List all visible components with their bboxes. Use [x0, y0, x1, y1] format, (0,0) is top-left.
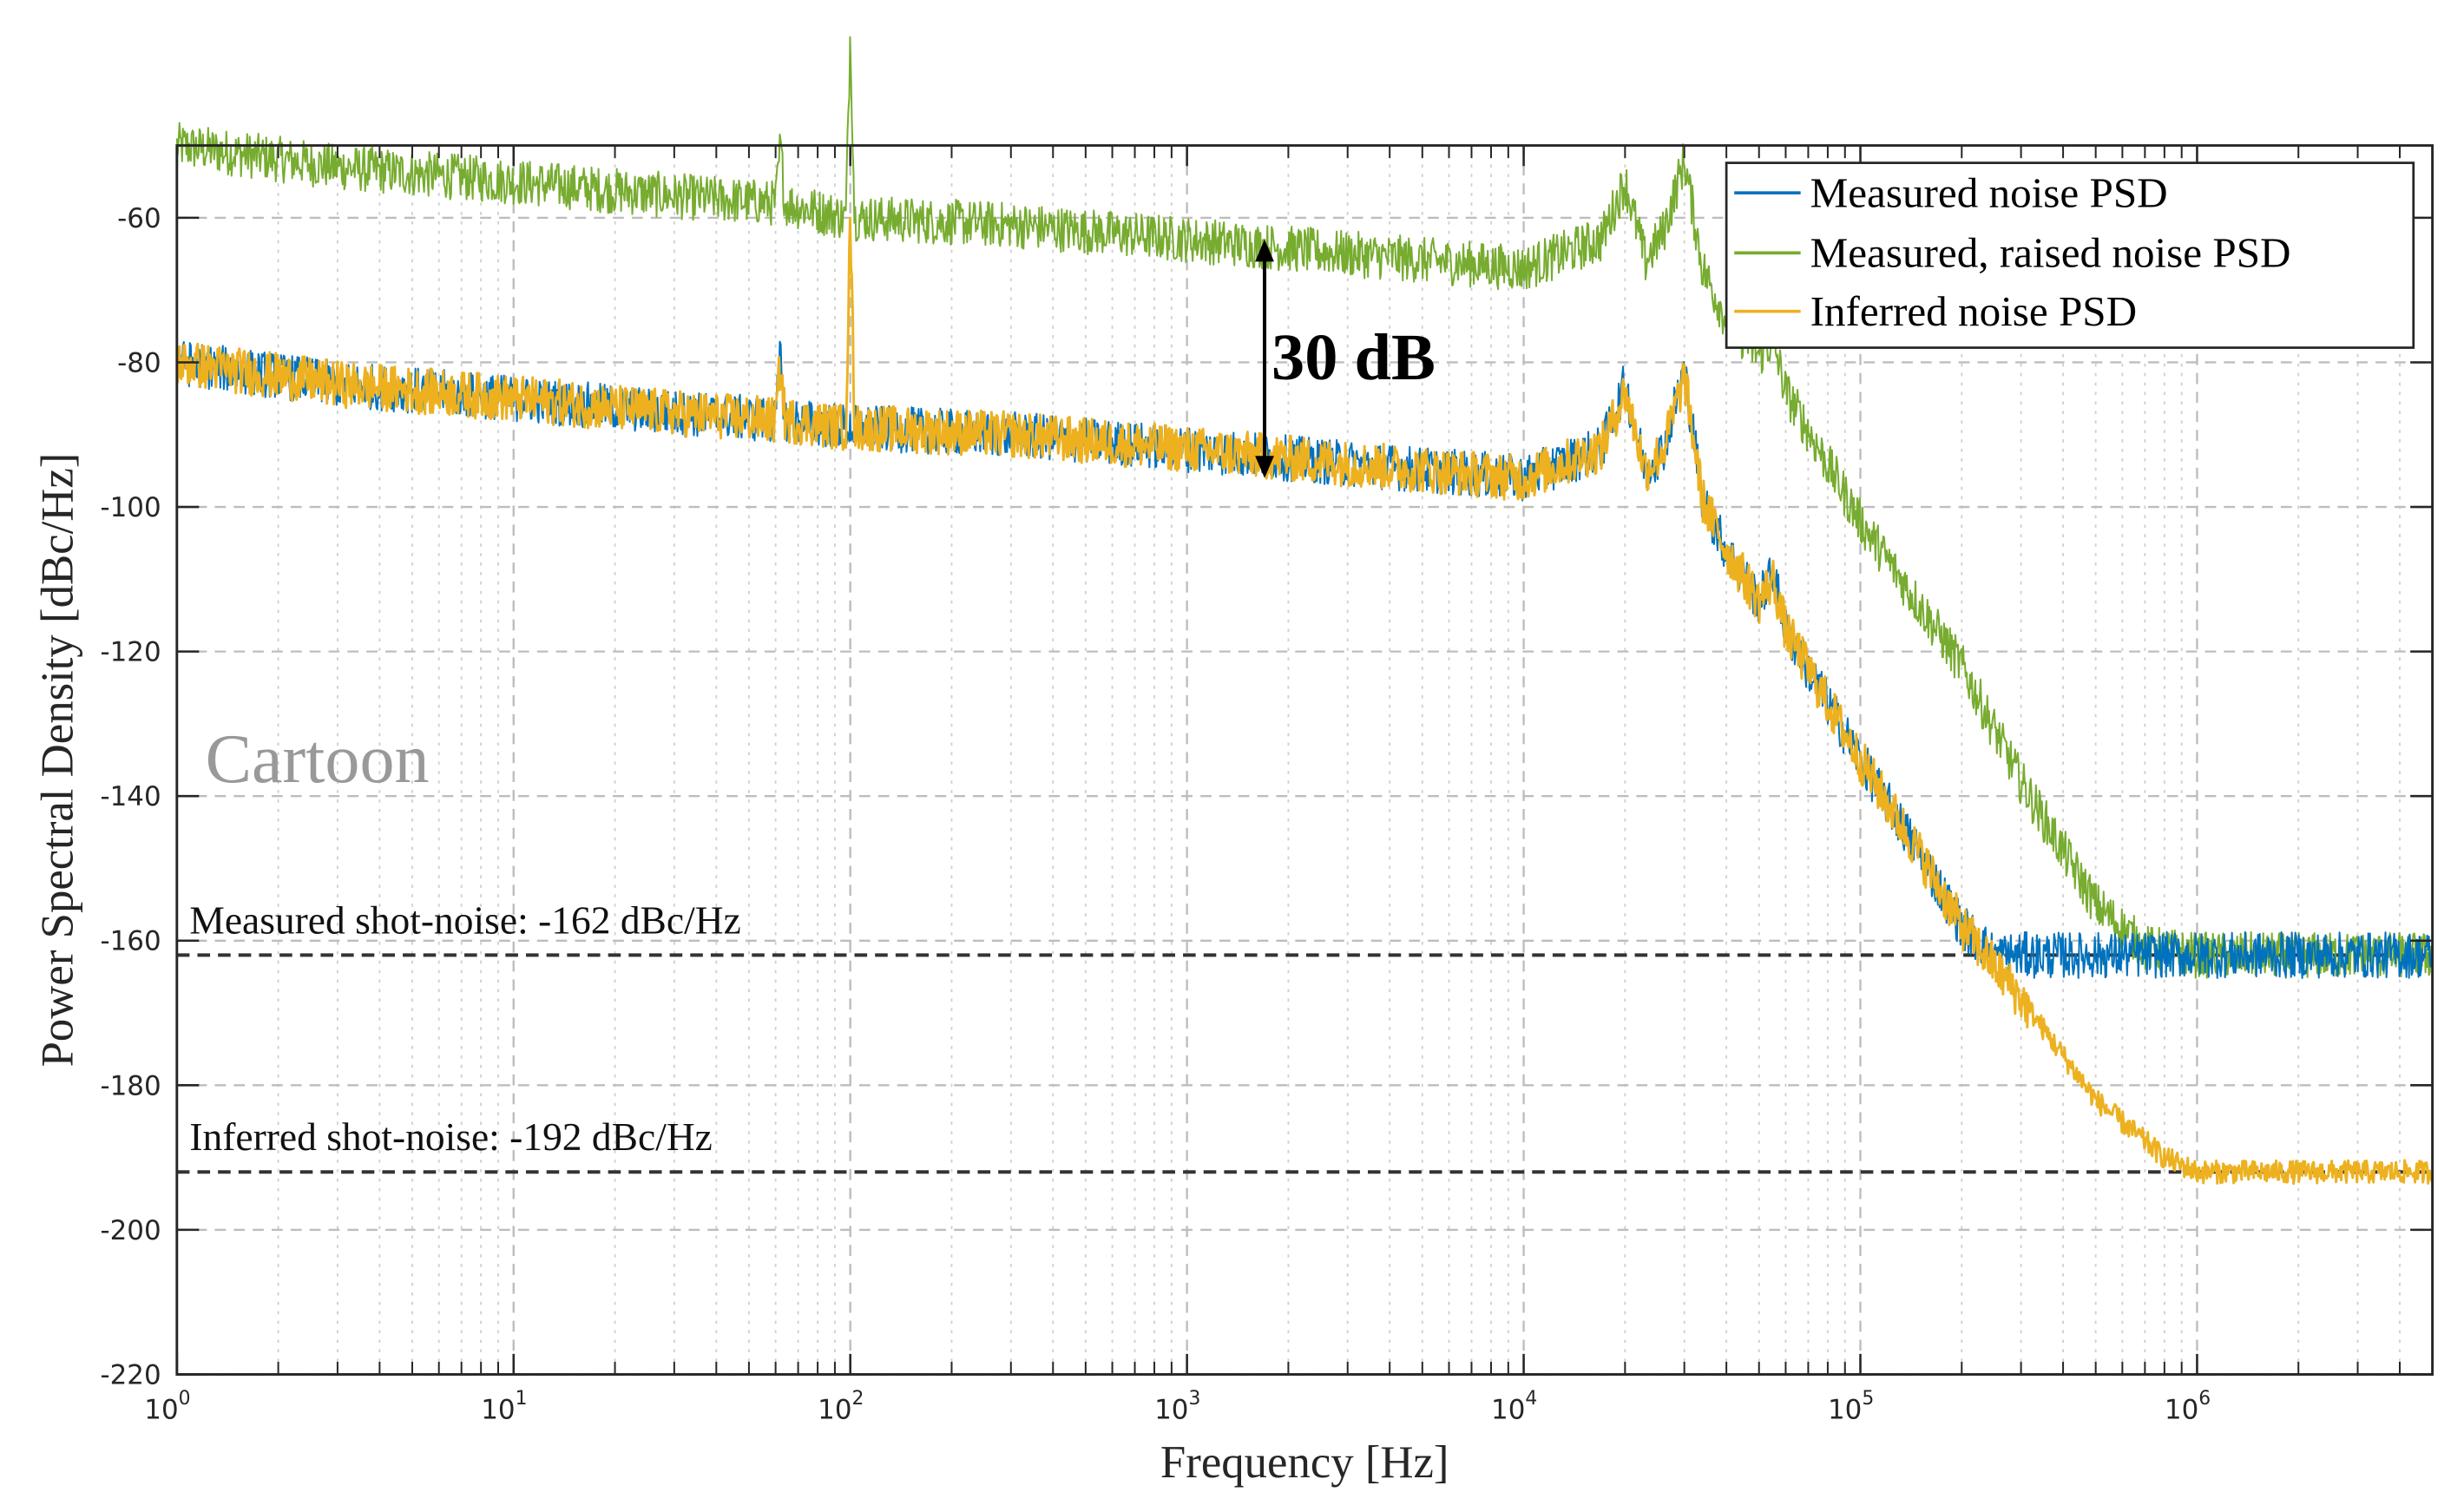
x-tick-label: 105 [1828, 1388, 1874, 1425]
x-tick-label: 101 [481, 1388, 527, 1425]
y-axis-label: Power Spectral Density [dBc/Hz] [33, 453, 83, 1068]
y-tick-label: -160 [100, 926, 161, 957]
legend-label-inferred: Inferred noise PSD [1810, 287, 2138, 335]
x-tick-label: 106 [2165, 1388, 2211, 1425]
legend: Measured noise PSD Measured, raised nois… [1725, 161, 2415, 349]
x-tick-labels: 100 101 102 103 104 105 106 [144, 1388, 2211, 1425]
30db-arrow [1255, 239, 1274, 478]
y-tick-label: -100 [100, 492, 161, 523]
x-tick-label: 100 [144, 1388, 190, 1425]
x-tick-label: 104 [1491, 1388, 1537, 1425]
series-line-raised [175, 36, 2434, 979]
inferred-shot-noise-label: Inferred shot-noise: -192 dBc/Hz [189, 1114, 713, 1159]
y-tick-label: -140 [100, 781, 161, 812]
30db-label: 30 dB [1271, 320, 1436, 394]
y-tick-label: -80 [117, 347, 161, 378]
legend-label-raised: Measured, raised noise PSD [1810, 229, 2291, 277]
y-tick-label: -60 [117, 203, 161, 234]
legend-label-measured: Measured noise PSD [1810, 169, 2168, 217]
arrow-head-down-icon [1255, 456, 1274, 478]
plot-frame [175, 144, 2434, 1376]
x-tick-label: 102 [818, 1388, 864, 1425]
series-lines [175, 36, 2434, 1186]
reference-lines [176, 953, 2433, 1174]
measured-shot-noise-label: Measured shot-noise: -162 dBc/Hz [189, 898, 740, 943]
series-line-inferred [175, 217, 2434, 1186]
x-tick-label: 103 [1154, 1388, 1200, 1425]
y-tick-label: -220 [100, 1359, 161, 1390]
y-tick-label: -200 [100, 1215, 161, 1246]
cartoon-watermark: Cartoon [206, 721, 430, 798]
x-axis-label: Frequency [Hz] [1160, 1437, 1449, 1488]
y-tick-labels: -60 -80 -100 -120 -140 -160 -180 -200 -220 [100, 203, 161, 1391]
y-tick-label: -180 [100, 1070, 161, 1101]
arrow-head-up-icon [1255, 239, 1274, 262]
y-tick-label: -120 [100, 637, 161, 668]
